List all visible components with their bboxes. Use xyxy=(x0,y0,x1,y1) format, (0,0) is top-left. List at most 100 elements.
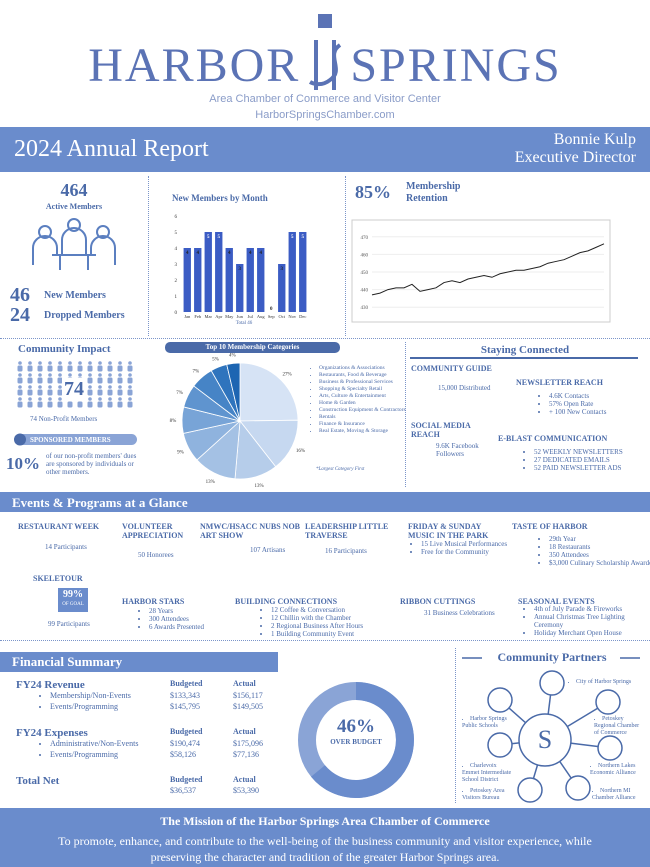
slice-label: 8% xyxy=(170,419,177,424)
data-label: 4 xyxy=(260,251,263,256)
over-budget-value: 46% xyxy=(337,716,375,737)
active-count: 464 xyxy=(60,180,88,200)
partner-label: Petoskey Area Visitors Bureau xyxy=(462,788,517,802)
partner-label: Harbor Springs Public Schools xyxy=(462,716,512,730)
mission-title: The Mission of the Harbor Springs Area C… xyxy=(160,814,490,828)
budgeted-head: Budgeted xyxy=(170,775,203,784)
newsletter-list: 4.6K Contacts 57% Open Rate + 100 New Co… xyxy=(540,392,606,416)
legend-entry: Shopping & Specialty Retail xyxy=(319,386,411,393)
budgeted-head: Budgeted xyxy=(170,679,203,688)
person-body xyxy=(57,365,63,372)
website: HarborSpringsChamber.com xyxy=(255,109,395,121)
fin-row-name: Events/Programming xyxy=(50,702,118,711)
slice-label: 7% xyxy=(176,391,183,396)
partner-hub: S xyxy=(487,670,623,803)
event-title: LEADERSHIP LITTLE TRAVERSE xyxy=(305,522,389,540)
person-body xyxy=(117,389,123,396)
connected-title: Staying Connected xyxy=(480,344,570,356)
legend-entry: Business & Professional Services xyxy=(319,379,411,386)
person-body xyxy=(37,365,43,372)
bar xyxy=(288,232,296,312)
legend-entry: Construction Equipment & Contractors xyxy=(319,407,411,414)
person-head xyxy=(48,373,52,377)
director-name: Bonnie Kulp xyxy=(553,131,636,148)
logo: HARBOR SPRINGS xyxy=(0,38,650,93)
event-text: 99 Participants xyxy=(48,620,90,628)
y-tick-label: 450 xyxy=(361,271,369,276)
person-head xyxy=(38,397,42,401)
legend-entry: Home & Garden xyxy=(319,400,411,407)
x-tick-label: Jul xyxy=(248,314,254,319)
person-body xyxy=(87,401,93,408)
person-head xyxy=(98,361,102,365)
event-item: 18 Restaurants xyxy=(549,543,650,551)
new-label: New Members xyxy=(44,290,106,301)
event-item: 12 Coffee & Conversation xyxy=(271,606,421,614)
partners-title: Community Partners xyxy=(497,650,607,664)
event-item: 28 Years xyxy=(149,607,239,615)
divider xyxy=(405,342,406,487)
data-label: 4 xyxy=(249,251,252,256)
event-text: 31 Business Celebrations xyxy=(424,609,495,617)
person-head xyxy=(58,385,62,389)
data-label: 5 xyxy=(207,235,210,240)
event-text: 16 Participants xyxy=(325,547,367,555)
person-body xyxy=(77,401,83,408)
bar xyxy=(215,232,223,312)
impact-title: Community Impact xyxy=(18,343,111,355)
person-body xyxy=(67,365,73,372)
fin-budgeted: $190,474 xyxy=(170,739,200,748)
event-list: 28 Years300 Attendees6 Awards Presented xyxy=(140,607,239,631)
sponsored-text: of our non-profit members' dues are spon… xyxy=(46,452,137,476)
slice-label: 4% xyxy=(229,353,236,358)
person-body xyxy=(67,401,73,408)
y-tick-label: 5 xyxy=(175,231,178,236)
bar xyxy=(246,248,254,312)
person-body xyxy=(107,365,113,372)
mission-band xyxy=(0,808,650,867)
divider xyxy=(455,648,456,803)
person-body xyxy=(27,365,33,372)
legend-entry: Arts, Culture & Entertainment xyxy=(319,393,411,400)
logo-right: SPRINGS xyxy=(350,39,562,92)
fin-actual: $149,505 xyxy=(233,702,263,711)
svg-text:S: S xyxy=(538,725,552,754)
event-item: 350 Attendees xyxy=(549,551,650,559)
event-item: 1 Building Community Event xyxy=(271,630,421,638)
person-body xyxy=(47,389,53,396)
person-head xyxy=(28,385,32,389)
data-label: 4 xyxy=(186,251,189,256)
bar xyxy=(257,248,265,312)
x-tick-label: Sep xyxy=(268,314,276,319)
event-text: 107 Artisans xyxy=(250,546,286,554)
person-body xyxy=(117,377,123,384)
data-label: 4 xyxy=(197,251,200,256)
retention-value: 85% xyxy=(355,182,391,202)
event-title: RESTAURANT WEEK xyxy=(18,522,100,531)
data-label: 3 xyxy=(281,267,284,272)
event-title: NMWC/HSACC NUBS NOB ART SHOW xyxy=(200,522,301,540)
pie-legend: Organizations & AssociationsRestaurants,… xyxy=(310,365,411,435)
person-head xyxy=(58,361,62,365)
active-label: Active Members xyxy=(45,202,103,211)
person-head xyxy=(118,385,122,389)
event-item: 6 Awards Presented xyxy=(149,623,239,631)
fin-budgeted: $58,126 xyxy=(170,750,196,759)
divider xyxy=(345,176,346,336)
event-text: 50 Honorees xyxy=(138,551,174,559)
y-tick-label: 6 xyxy=(175,215,178,220)
person-head xyxy=(18,397,22,401)
slice-label: 7% xyxy=(192,370,199,375)
impact-count: 74 xyxy=(62,378,86,401)
person-body xyxy=(27,401,33,408)
dropped-label: Dropped Members xyxy=(44,310,125,321)
person-body xyxy=(77,365,83,372)
person-head xyxy=(88,361,92,365)
bar xyxy=(183,248,191,312)
event-title: TASTE OF HARBOR xyxy=(512,522,588,531)
bar-total: Total 46 xyxy=(235,321,253,326)
y-tick-label: 460 xyxy=(361,253,369,258)
event-item: 2 Regional Business After Hours xyxy=(271,622,421,630)
event-item: 300 Attendees xyxy=(149,615,239,623)
